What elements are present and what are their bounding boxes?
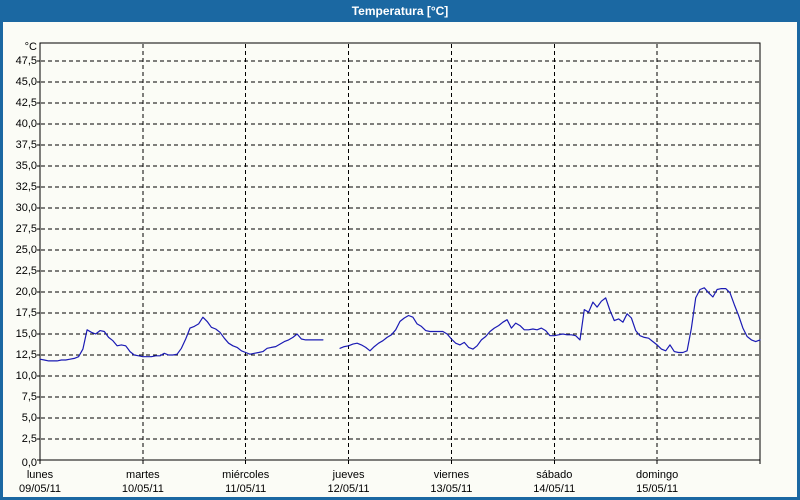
x-axis-day-label: domingo bbox=[636, 469, 679, 481]
y-axis-tick-label: 20,0 bbox=[15, 286, 37, 298]
y-axis-tick-label: 0,0 bbox=[21, 457, 37, 469]
x-axis-day-label: sábado bbox=[536, 469, 573, 481]
x-axis-day-label: viernes bbox=[433, 469, 470, 481]
frame-border-right bbox=[797, 0, 800, 500]
chart-title: Temperatura [°C] bbox=[351, 4, 449, 18]
x-axis-date-label: 14/05/11 bbox=[533, 483, 576, 495]
x-axis-date-label: 09/05/11 bbox=[18, 483, 61, 495]
x-axis-day-label: jueves bbox=[332, 469, 365, 481]
y-axis-tick-label: 47,5 bbox=[15, 55, 37, 67]
window-titlebar: Temperatura [°C] bbox=[0, 0, 800, 22]
y-axis-tick-label: 30,0 bbox=[15, 202, 37, 214]
y-axis-tick-label: 15,0 bbox=[15, 328, 37, 340]
frame-border-left bbox=[0, 0, 3, 500]
y-axis-tick-label: 2,5 bbox=[21, 433, 37, 445]
x-axis-date-label: 11/05/11 bbox=[225, 483, 267, 495]
y-axis-tick-label: 12,5 bbox=[15, 349, 37, 361]
y-axis-tick-label: 40,0 bbox=[15, 118, 37, 130]
y-axis-tick-label: 7,5 bbox=[21, 391, 37, 403]
x-axis-day-label: lunes bbox=[26, 469, 54, 481]
y-axis-tick-label: 22,5 bbox=[15, 265, 37, 277]
x-axis-day-label: martes bbox=[126, 469, 160, 481]
x-axis-date-label: 15/05/11 bbox=[636, 483, 679, 495]
temperature-line bbox=[39, 287, 761, 362]
y-axis-tick-label: 35,0 bbox=[15, 160, 37, 172]
y-axis-tick-label: 45,0 bbox=[15, 76, 37, 88]
y-axis-unit-label: °C bbox=[24, 41, 37, 53]
y-axis-tick-label: 42,5 bbox=[15, 97, 37, 109]
x-axis-date-label: 10/05/11 bbox=[121, 483, 164, 495]
y-axis-tick-label: 27,5 bbox=[15, 223, 37, 235]
x-axis-date-label: 12/05/11 bbox=[327, 483, 370, 495]
x-axis-date-label: 13/05/11 bbox=[430, 483, 473, 495]
x-axis-day-label: miércoles bbox=[222, 469, 270, 481]
y-axis-tick-label: 5,0 bbox=[21, 412, 37, 424]
y-axis-tick-label: 17,5 bbox=[15, 307, 37, 319]
y-axis-tick-label: 37,5 bbox=[15, 139, 37, 151]
y-axis-tick-label: 32,5 bbox=[15, 181, 37, 193]
frame-border-bottom bbox=[0, 497, 800, 500]
plot-border bbox=[39, 42, 761, 461]
y-axis-tick-label: 25,0 bbox=[15, 244, 37, 256]
y-axis-tick-label: 10,0 bbox=[15, 370, 37, 382]
